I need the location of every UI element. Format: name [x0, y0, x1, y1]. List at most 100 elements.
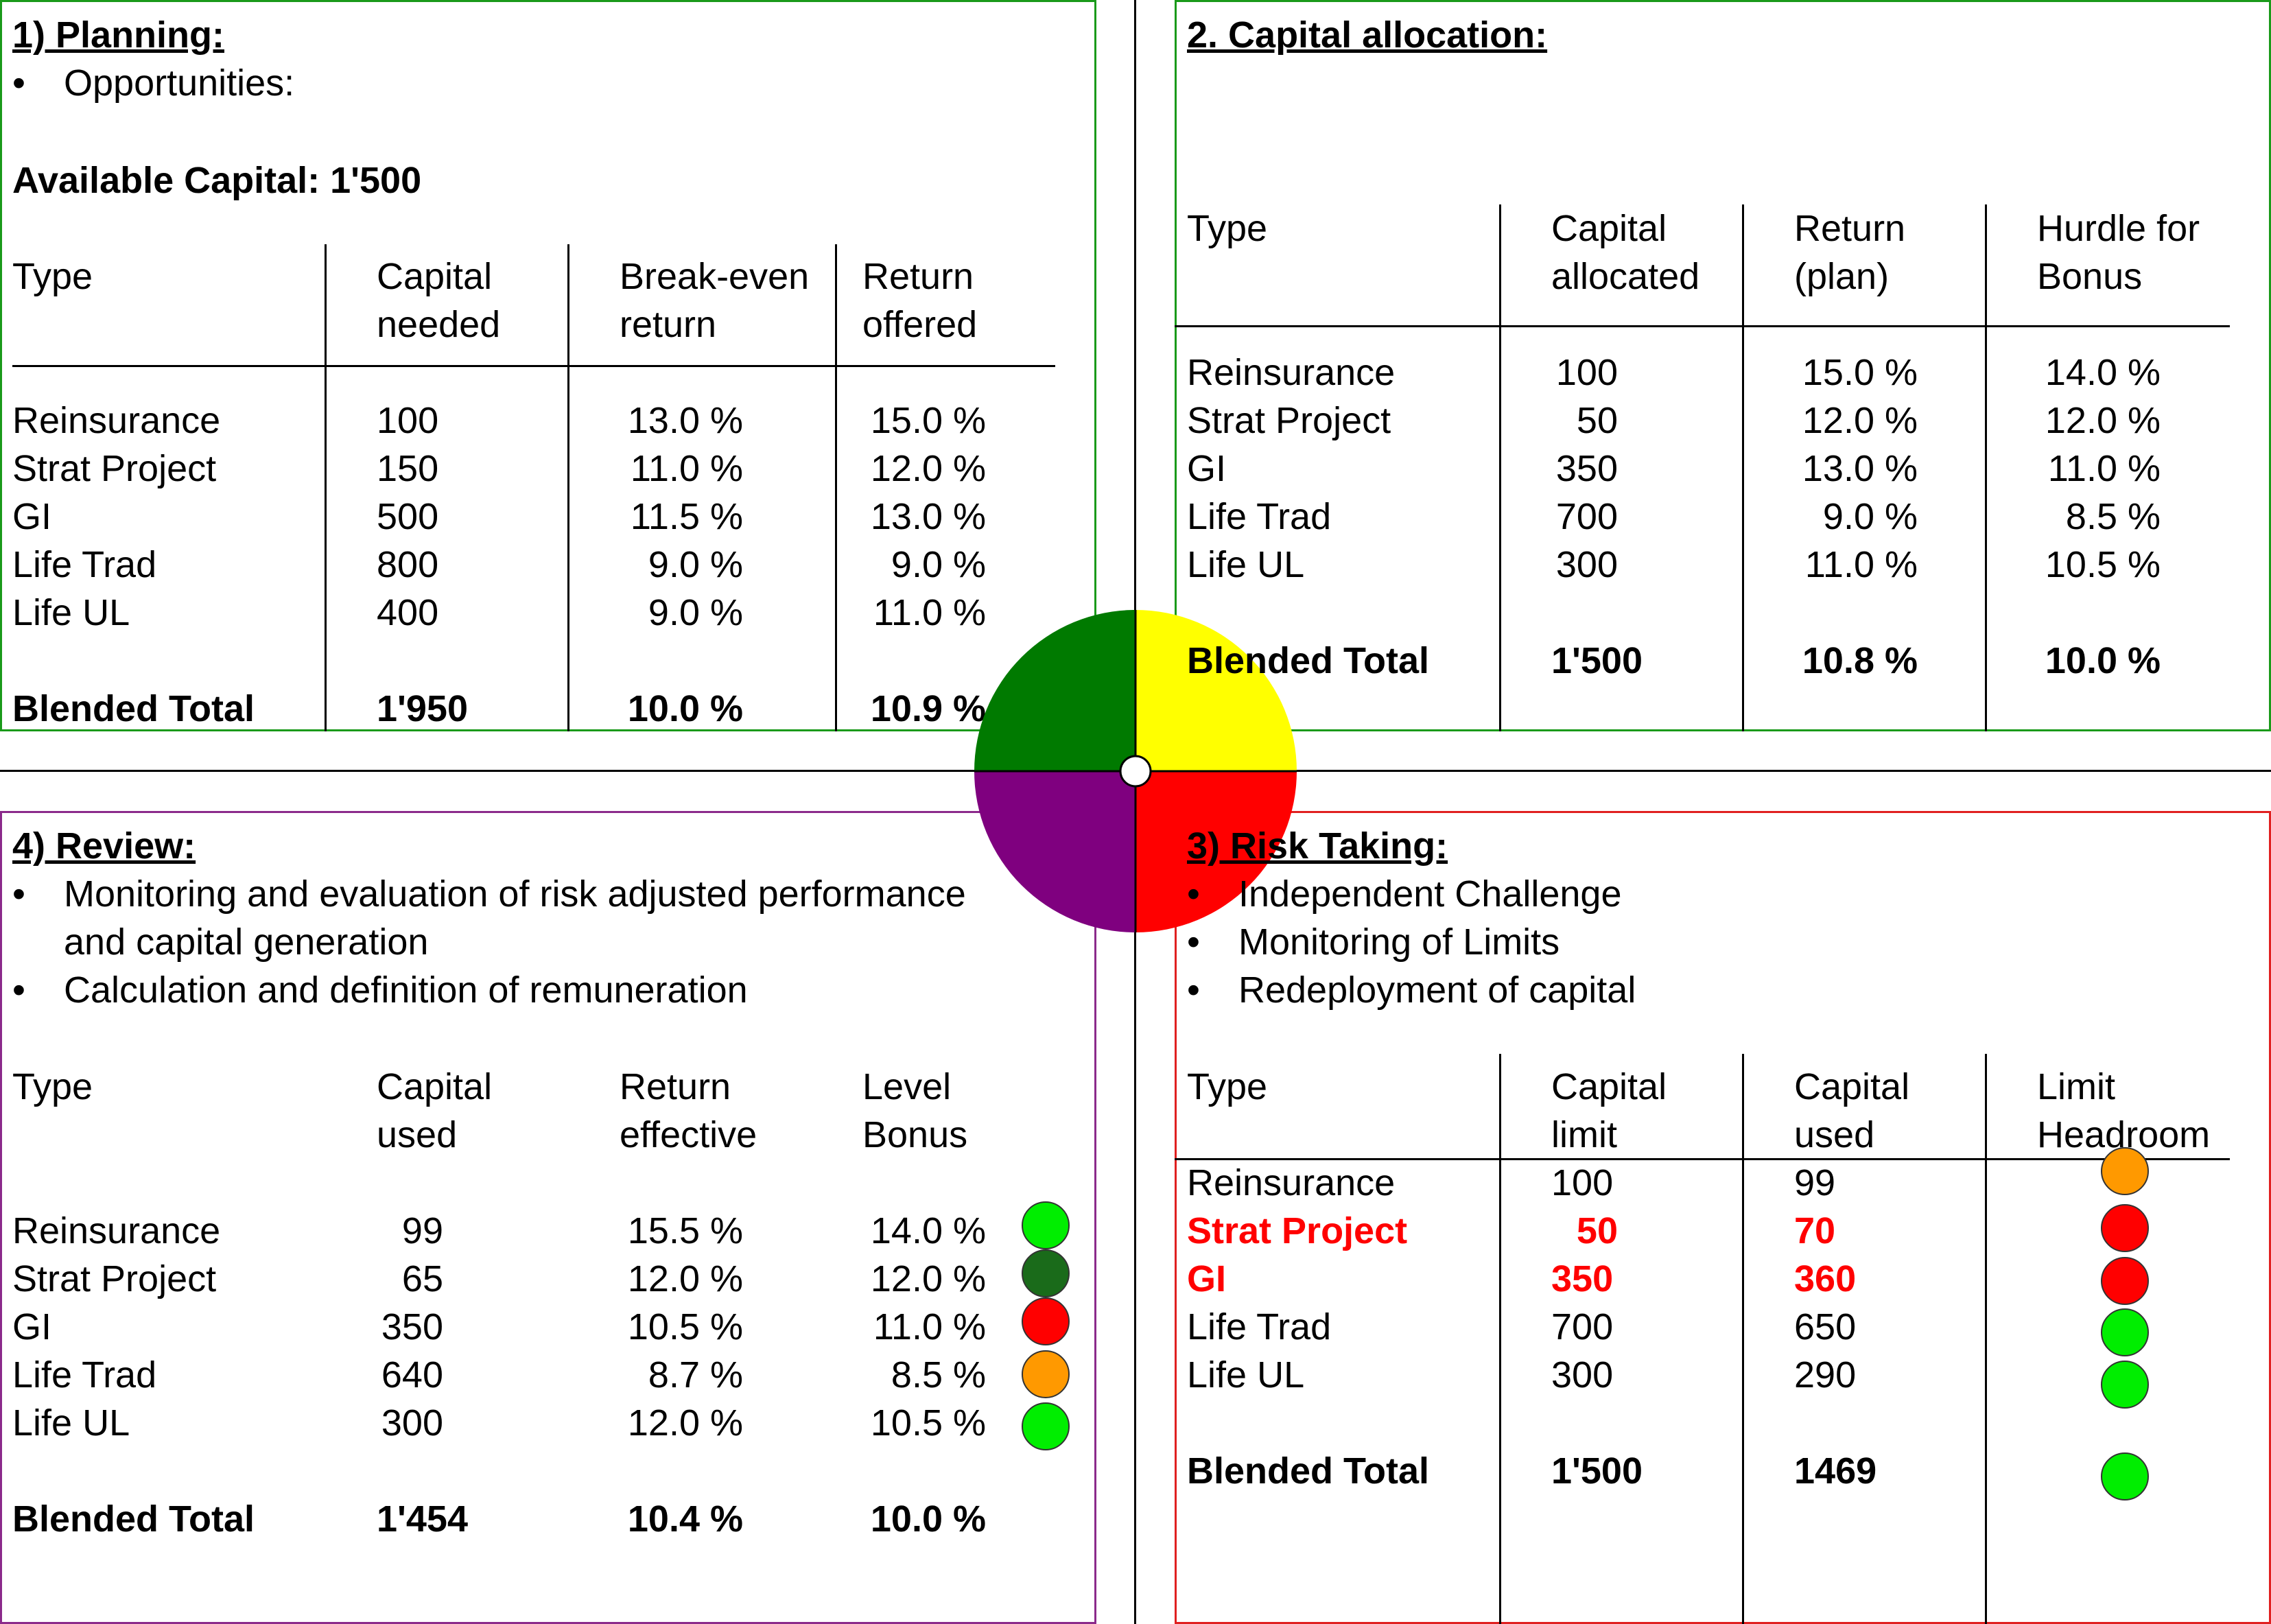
return-cell: 12.0 %: [1802, 400, 1918, 441]
return-cell: 9.0 %: [891, 544, 986, 585]
risk-bullet: Redeployment of capital: [1238, 969, 1636, 1011]
headroom-light-green: [2101, 1361, 2149, 1409]
type-cell: Life UL: [12, 592, 130, 633]
used-cell: 70: [1794, 1210, 1836, 1251]
capital-cell: 300: [381, 1402, 443, 1444]
q4-header-return-1: Return: [620, 1066, 731, 1107]
capital-cell: 50: [1576, 400, 1618, 441]
bonus-cell: 8.5 %: [891, 1354, 986, 1396]
used-cell: 650: [1794, 1306, 1857, 1348]
type-cell: Reinsurance: [12, 400, 221, 441]
review-bullet: Calculation and definition of remunerati…: [64, 969, 748, 1011]
hurdle-cell: 8.5 %: [2065, 496, 2161, 537]
q3-header-limit-1: Capital: [1551, 1066, 1667, 1107]
return-cell: 15.0 %: [870, 400, 986, 441]
limit-cell: 350: [1551, 1258, 1614, 1299]
cycle-wheel: [974, 610, 1297, 932]
capital-allocation-panel: [1175, 0, 2271, 731]
return-cell: 12.0 %: [627, 1402, 743, 1444]
q1-header-capital-1: Capital: [377, 256, 493, 297]
headroom-light-green: [2101, 1452, 2149, 1501]
return-cell: 11.0 %: [873, 592, 986, 633]
return-cell: 10.5 %: [627, 1306, 743, 1348]
q4-header-bonus-2: Bonus: [862, 1114, 968, 1155]
type-cell: Life UL: [1187, 1354, 1305, 1396]
type-cell: GI: [12, 496, 52, 537]
table-divider: [835, 244, 837, 731]
total-capital: 1'950: [377, 688, 468, 729]
headroom-light-orange: [2101, 1147, 2149, 1195]
return-cell: 12.0 %: [627, 1258, 743, 1299]
status-light-red: [1022, 1297, 1070, 1345]
limit-cell: 700: [1551, 1306, 1614, 1348]
q3-header-limit-2: limit: [1551, 1114, 1617, 1155]
type-cell: Life UL: [1187, 544, 1305, 585]
bullet-icon: •: [1187, 921, 1200, 963]
total-bonus: 10.0 %: [870, 1498, 986, 1540]
review-title: 4) Review:: [12, 825, 196, 867]
q2-header-capital-1: Capital: [1551, 208, 1667, 249]
q4-header-return-2: effective: [620, 1114, 757, 1155]
return-cell: 13.0 %: [1802, 448, 1918, 489]
breakeven-cell: 13.0 %: [627, 400, 743, 441]
type-cell: Reinsurance: [1187, 352, 1396, 393]
table-divider: [1499, 1054, 1501, 1624]
hurdle-cell: 14.0 %: [2045, 352, 2161, 393]
total-capital: 1'500: [1551, 640, 1643, 681]
type-cell: Life Trad: [1187, 496, 1332, 537]
capital-cell: 300: [1555, 544, 1618, 585]
wheel-segment-risk: [1136, 771, 1297, 932]
table-divider: [325, 244, 327, 731]
return-cell: 15.5 %: [627, 1210, 743, 1251]
bullet-icon: •: [1187, 873, 1200, 915]
risk-bullet: Monitoring of Limits: [1238, 921, 1560, 963]
used-cell: 360: [1794, 1258, 1857, 1299]
used-cell: 290: [1794, 1354, 1857, 1396]
type-cell: GI: [1187, 448, 1227, 489]
capital-allocation-title: 2. Capital allocation:: [1187, 14, 1548, 56]
hurdle-cell: 10.5 %: [2045, 544, 2161, 585]
capital-cell: 99: [401, 1210, 443, 1251]
table-divider: [1742, 1054, 1744, 1624]
planning-bullet: Opportunities:: [64, 62, 295, 104]
q3-header-headroom-1: Limit: [2037, 1066, 2116, 1107]
used-cell: 99: [1794, 1162, 1836, 1203]
table-header-rule: [1175, 1158, 2230, 1160]
table-divider: [1985, 204, 1987, 731]
review-bullet: Monitoring and evaluation of risk adjust…: [64, 873, 966, 915]
risk-taking-title: 3) Risk Taking:: [1187, 825, 1448, 867]
limit-cell: 100: [1551, 1162, 1614, 1203]
breakeven-cell: 9.0 %: [648, 544, 743, 585]
type-cell: Life Trad: [12, 544, 157, 585]
bonus-cell: 14.0 %: [870, 1210, 986, 1251]
status-light-dark-green: [1022, 1249, 1070, 1297]
type-cell: GI: [12, 1306, 52, 1348]
return-cell: 9.0 %: [1822, 496, 1918, 537]
total-breakeven: 10.0 %: [627, 688, 743, 729]
headroom-light-green: [2101, 1308, 2149, 1356]
q3-header-type: Type: [1187, 1066, 1268, 1107]
headroom-light-red: [2101, 1204, 2149, 1252]
total-return: 10.4 %: [627, 1498, 743, 1540]
return-cell: 12.0 %: [870, 448, 986, 489]
type-cell: Life Trad: [12, 1354, 157, 1396]
capital-cell: 800: [377, 544, 439, 585]
bonus-cell: 12.0 %: [870, 1258, 986, 1299]
total-label: Blended Total: [12, 688, 255, 729]
q1-header-return-1: Return: [862, 256, 974, 297]
q4-header-bonus-1: Level: [862, 1066, 952, 1107]
bonus-cell: 11.0 %: [873, 1306, 986, 1348]
planning-title: 1) Planning:: [12, 14, 224, 56]
available-capital: Available Capital: 1'500: [12, 160, 422, 201]
type-cell: Reinsurance: [1187, 1162, 1396, 1203]
q1-header-return-2: offered: [862, 304, 978, 345]
return-cell: 8.7 %: [648, 1354, 743, 1396]
breakeven-cell: 11.0 %: [630, 448, 743, 489]
q3-header-used-2: used: [1794, 1114, 1875, 1155]
review-panel: [0, 811, 1096, 1624]
type-cell: Life Trad: [1187, 1306, 1332, 1348]
bullet-icon: •: [12, 62, 25, 104]
total-capital: 1'454: [377, 1498, 468, 1540]
capital-cell: 150: [377, 448, 439, 489]
q1-header-breakeven-2: return: [620, 304, 717, 345]
